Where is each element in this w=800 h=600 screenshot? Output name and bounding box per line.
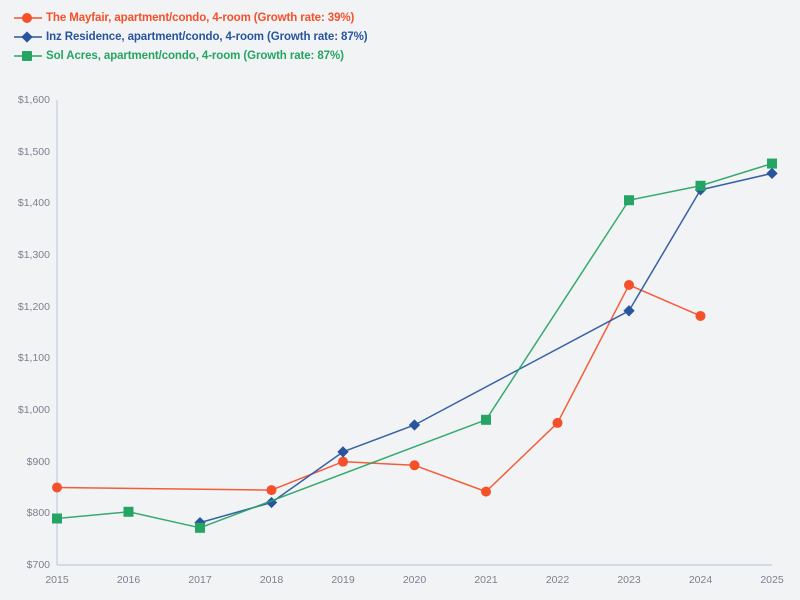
legend-marker-square-icon [14,49,42,63]
data-point-marker[interactable] [623,305,635,317]
legend-item-label: The Mayfair, apartment/condo, 4-room (Gr… [46,11,355,24]
y-tick-label: $1,200 [17,300,50,313]
data-point-marker[interactable] [409,460,420,471]
x-tick-label: 2018 [259,574,284,586]
y-tick-label: $1,500 [17,145,50,158]
y-axis-tick-labels: $700 $800 $900 $1,000 $1,100 $1,200 $1,300 $1,4… [0,0,50,600]
x-tick-label: 2020 [402,574,427,586]
x-tick-label: 2023 [617,574,641,586]
data-point-marker[interactable] [52,513,62,524]
data-point-marker[interactable] [624,279,634,290]
y-tick-label: $1,100 [17,352,50,365]
y-tick-label: $1,400 [17,197,50,210]
data-point-marker[interactable] [338,456,348,467]
data-point-marker[interactable] [52,482,62,493]
x-tick-label: 2017 [188,574,212,586]
y-tick-label: $700 [26,559,50,571]
data-point-marker[interactable] [195,522,205,533]
data-point-marker[interactable] [695,180,706,191]
x-tick-label: 2019 [331,574,355,586]
data-point-marker[interactable] [481,486,491,497]
x-tick-label: 2015 [45,574,69,586]
y-tick-label: $1,600 [17,94,50,106]
data-point-marker[interactable] [123,506,134,517]
legend-marker-circle-icon [14,11,42,25]
x-tick-label: 2016 [116,574,141,586]
data-point-marker[interactable] [552,417,563,428]
y-tick-label: $1,000 [17,404,50,416]
x-tick-label: 2025 [760,574,784,586]
data-point-marker[interactable] [766,167,778,180]
data-point-marker[interactable] [695,310,706,321]
data-point-marker[interactable] [266,485,277,496]
y-tick-label: $1,300 [17,249,50,261]
legend-item-sol-acres[interactable]: Sol Acres, apartment/condo, 4-room (Grow… [14,46,774,65]
data-point-marker[interactable] [767,158,777,169]
y-tick-label: $900 [26,455,50,468]
legend-marker-diamond-icon [14,30,42,44]
data-point-marker[interactable] [408,419,421,431]
data-point-marker[interactable] [624,195,634,206]
x-tick-label: 2021 [474,574,498,586]
legend-item-the-mayfair[interactable]: The Mayfair, apartment/condo, 4-room (Gr… [14,8,774,27]
legend-symbol-swatch [22,50,32,61]
x-tick-label: 2024 [688,574,713,586]
x-tick-label: 2022 [545,574,570,586]
series-the-mayfair [52,279,706,497]
legend-item-inz-residence[interactable]: Inz Residence, apartment/condo, 4-room (… [14,27,774,46]
legend-item-label: Sol Acres, apartment/condo, 4-room (Grow… [46,49,344,62]
y-tick-label: $800 [26,507,50,520]
series-line [56,284,702,493]
chart-legend: The Mayfair, apartment/condo, 4-room (Gr… [14,8,774,65]
series-sol-acres [52,158,777,533]
legend-item-label: Inz Residence, apartment/condo, 4-room (… [46,30,368,43]
legend-symbol-swatch [22,12,32,23]
data-point-marker[interactable] [481,414,491,425]
data-point-marker[interactable] [337,446,349,458]
